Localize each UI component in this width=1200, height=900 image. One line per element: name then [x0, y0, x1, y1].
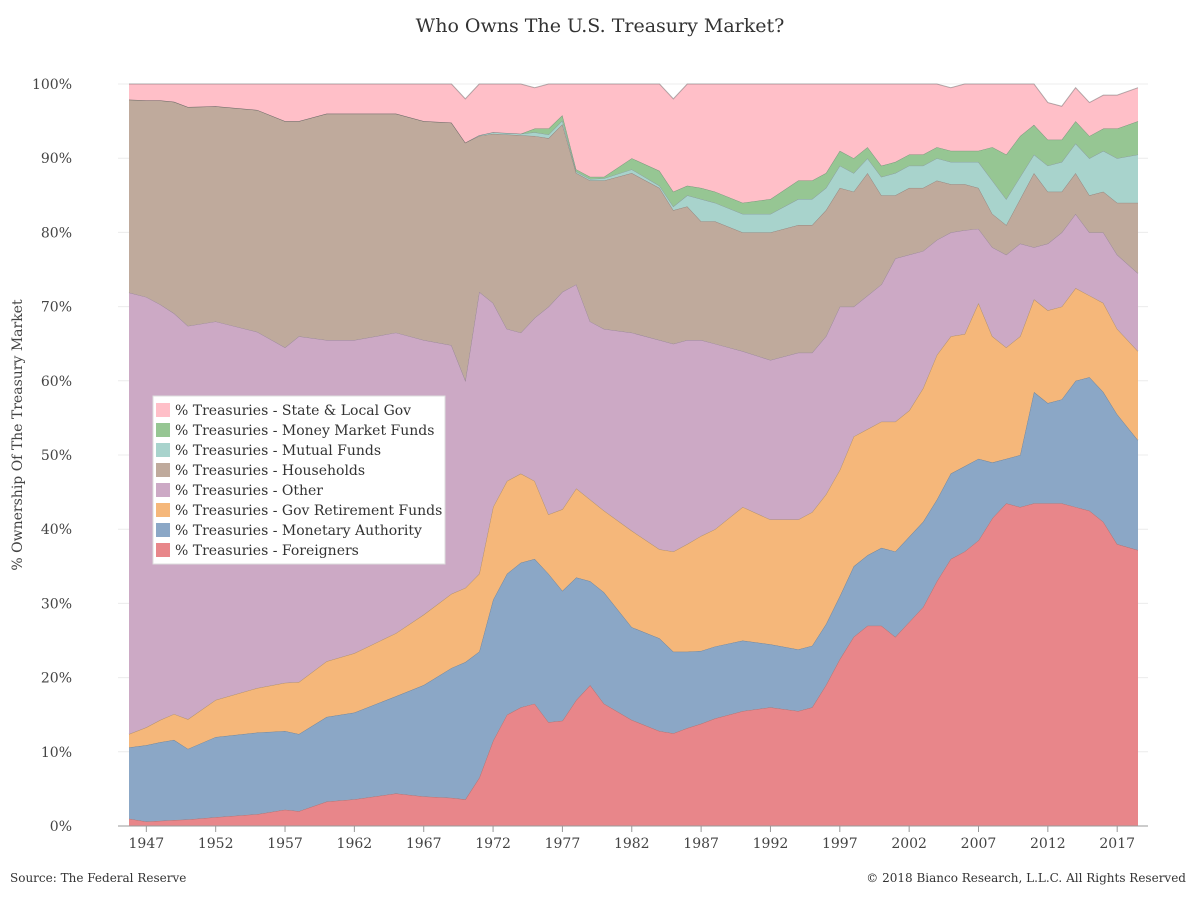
x-tick-label: 1952 [198, 836, 234, 852]
y-tick-label: 0% [50, 819, 72, 835]
area-boundary-7 [129, 83, 1139, 107]
legend-label: % Treasuries - Monetary Authority [175, 523, 422, 539]
legend-label: % Treasuries - Gov Retirement Funds [175, 503, 442, 519]
legend-box [152, 395, 446, 565]
area-series-1 [129, 377, 1138, 822]
y-tick-label: 100% [32, 77, 72, 93]
area-series-4 [129, 99, 1138, 381]
area-series-7 [129, 84, 1138, 203]
legend-swatch [156, 443, 170, 457]
legend-swatch [156, 523, 170, 537]
stacked-areas [128, 83, 1139, 826]
legend-swatch [156, 543, 170, 557]
legend: % Treasuries - State & Local Gov % Treasu… [152, 395, 446, 565]
legend-swatch [156, 463, 170, 477]
y-axis-ticks: 0% 10% 20% 30% 40% 50% 60% 70% 80% 90% 100% [32, 77, 72, 835]
y-tick-label: 90% [41, 151, 72, 167]
x-tick-label: 1992 [753, 836, 789, 852]
chart-title: Who Owns The U.S. Treasury Market? [416, 15, 785, 37]
y-tick-label: 60% [41, 374, 72, 390]
x-tick-label: 1967 [406, 836, 442, 852]
y-tick-label: 20% [41, 671, 72, 687]
x-tick-label: 2012 [1030, 836, 1066, 852]
x-axis-ticks: 1947 1952 1957 1962 1967 1972 1977 1982 1987 1992… [129, 826, 1135, 852]
y-tick-label: 10% [41, 745, 72, 761]
y-tick-label: 30% [41, 596, 72, 612]
area-series-6 [129, 99, 1138, 214]
area-series-5 [129, 99, 1138, 233]
area-series-3 [129, 213, 1138, 734]
legend-label: % Treasuries - Other [175, 483, 323, 499]
copyright-note: © 2018 Bianco Research, L.L.C. All Right… [866, 871, 1186, 885]
x-tick-label: 1972 [475, 836, 511, 852]
legend-label: % Treasuries - Foreigners [175, 543, 359, 559]
x-tick-label: 2007 [961, 836, 997, 852]
x-tick-label: 1977 [545, 836, 581, 852]
legend-label: % Treasuries - Mutual Funds [175, 443, 381, 459]
legend-label: % Treasuries - Money Market Funds [175, 423, 434, 439]
x-tick-label: 2017 [1099, 836, 1135, 852]
y-tick-label: 40% [41, 522, 72, 538]
legend-label: % Treasuries - Households [175, 463, 365, 479]
legend-swatch [156, 423, 170, 437]
source-note: Source: The Federal Reserve [10, 871, 186, 885]
legend-swatch [156, 483, 170, 497]
y-axis-title: % Ownership Of The Treasury Market [10, 299, 26, 571]
x-tick-label: 1997 [822, 836, 858, 852]
legend-label: % Treasuries - State & Local Gov [175, 403, 411, 419]
x-tick-label: 1957 [267, 836, 303, 852]
x-tick-label: 1987 [683, 836, 719, 852]
x-tick-label: 1947 [129, 836, 165, 852]
x-tick-label: 2002 [891, 836, 927, 852]
y-tick-label: 70% [41, 300, 72, 316]
y-tick-label: 50% [41, 448, 72, 464]
area-series-2 [129, 288, 1138, 749]
legend-swatch [156, 403, 170, 417]
x-tick-label: 1982 [614, 836, 650, 852]
y-tick-label: 80% [41, 225, 72, 241]
area-series-0 [129, 503, 1138, 826]
x-tick-label: 1962 [337, 836, 373, 852]
legend-swatch [156, 503, 170, 517]
